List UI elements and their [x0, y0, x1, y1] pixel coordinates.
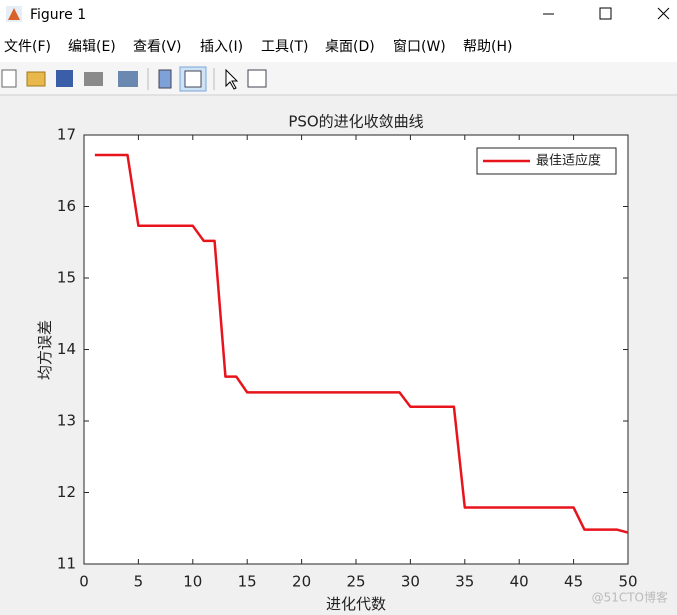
- menu-item[interactable]: 文件(F): [4, 39, 51, 55]
- x-tick-label: 35: [455, 573, 474, 591]
- watermark: @51CTO博客: [592, 590, 668, 605]
- x-tick-label: 15: [238, 573, 257, 591]
- menu-item[interactable]: 插入(I): [200, 39, 243, 55]
- close-button[interactable]: [657, 7, 670, 20]
- x-axis-label: 进化代数: [326, 595, 386, 613]
- maximize-button[interactable]: [599, 7, 612, 20]
- toolbar: [0, 62, 677, 95]
- y-tick-label: 14: [57, 340, 76, 358]
- menu-item[interactable]: 桌面(D): [325, 39, 375, 55]
- y-tick-label: 15: [57, 269, 76, 287]
- menu-item[interactable]: 窗口(W): [393, 38, 446, 55]
- chart-title: PSO的进化收敛曲线: [288, 113, 423, 131]
- y-tick-label: 12: [57, 483, 76, 501]
- menu-bar: [0, 30, 677, 62]
- x-tick-label: 45: [564, 573, 583, 591]
- window-title: Figure 1: [30, 7, 86, 23]
- x-tick-label: 40: [510, 573, 529, 591]
- axes-box: [83, 134, 629, 565]
- y-tick-label: 17: [57, 126, 76, 144]
- y-tick-label: 11: [57, 555, 76, 573]
- x-tick-label: 5: [134, 573, 144, 591]
- x-tick-label: 20: [292, 573, 311, 591]
- toolbar-icons: [1, 66, 267, 92]
- x-tick-label: 25: [346, 573, 365, 591]
- legend-box: [476, 147, 617, 175]
- title-bar: [0, 0, 677, 30]
- menu-item[interactable]: 工具(T): [261, 39, 308, 55]
- menu-item[interactable]: 帮助(H): [463, 39, 512, 55]
- menu-item[interactable]: 编辑(E): [68, 39, 116, 55]
- legend-label: 最佳适应度: [536, 153, 601, 169]
- y-axis-label: 均方误差: [36, 320, 54, 380]
- y-tick-label: 16: [57, 197, 76, 215]
- app-icon: [6, 6, 22, 22]
- y-tick-label: 13: [57, 412, 76, 430]
- data-line: [94, 153, 629, 534]
- menu-item[interactable]: 查看(V): [133, 39, 182, 55]
- x-tick-label: 10: [183, 573, 202, 591]
- x-tick-label: 30: [401, 573, 420, 591]
- x-tick-label: 0: [79, 573, 89, 591]
- x-tick-label: 50: [618, 573, 637, 591]
